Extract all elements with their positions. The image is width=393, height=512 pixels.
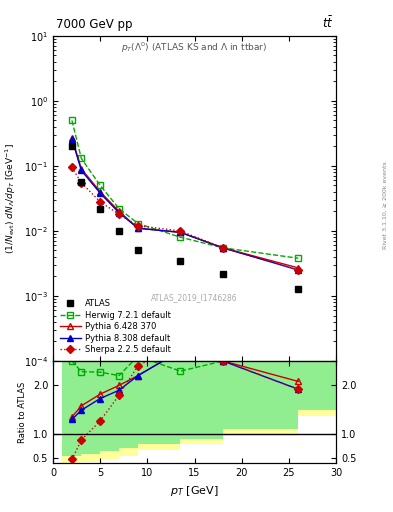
- Legend: ATLAS, Herwig 7.2.1 default, Pythia 6.428 370, Pythia 8.308 default, Sherpa 2.2.: ATLAS, Herwig 7.2.1 default, Pythia 6.42…: [57, 297, 173, 357]
- Text: $p_T(\Lambda^0)$ (ATLAS KS and $\Lambda$ in ttbar): $p_T(\Lambda^0)$ (ATLAS KS and $\Lambda$…: [121, 41, 268, 55]
- Text: ATLAS_2019_I1746286: ATLAS_2019_I1746286: [151, 293, 238, 303]
- X-axis label: $p_T\ [\mathregular{GeV}]$: $p_T\ [\mathregular{GeV}]$: [170, 484, 219, 498]
- Y-axis label: Ratio to ATLAS: Ratio to ATLAS: [18, 381, 27, 443]
- Text: Rivet 3.1.10, ≥ 200k events: Rivet 3.1.10, ≥ 200k events: [383, 161, 388, 249]
- Text: $t\bar{t}$: $t\bar{t}$: [321, 15, 333, 31]
- Y-axis label: $(1/N_\mathregular{evt})\ dN_\Lambda/dp_T\ [\mathregular{GeV}^{-1}]$: $(1/N_\mathregular{evt})\ dN_\Lambda/dp_…: [4, 143, 18, 254]
- Text: 7000 GeV pp: 7000 GeV pp: [56, 18, 132, 31]
